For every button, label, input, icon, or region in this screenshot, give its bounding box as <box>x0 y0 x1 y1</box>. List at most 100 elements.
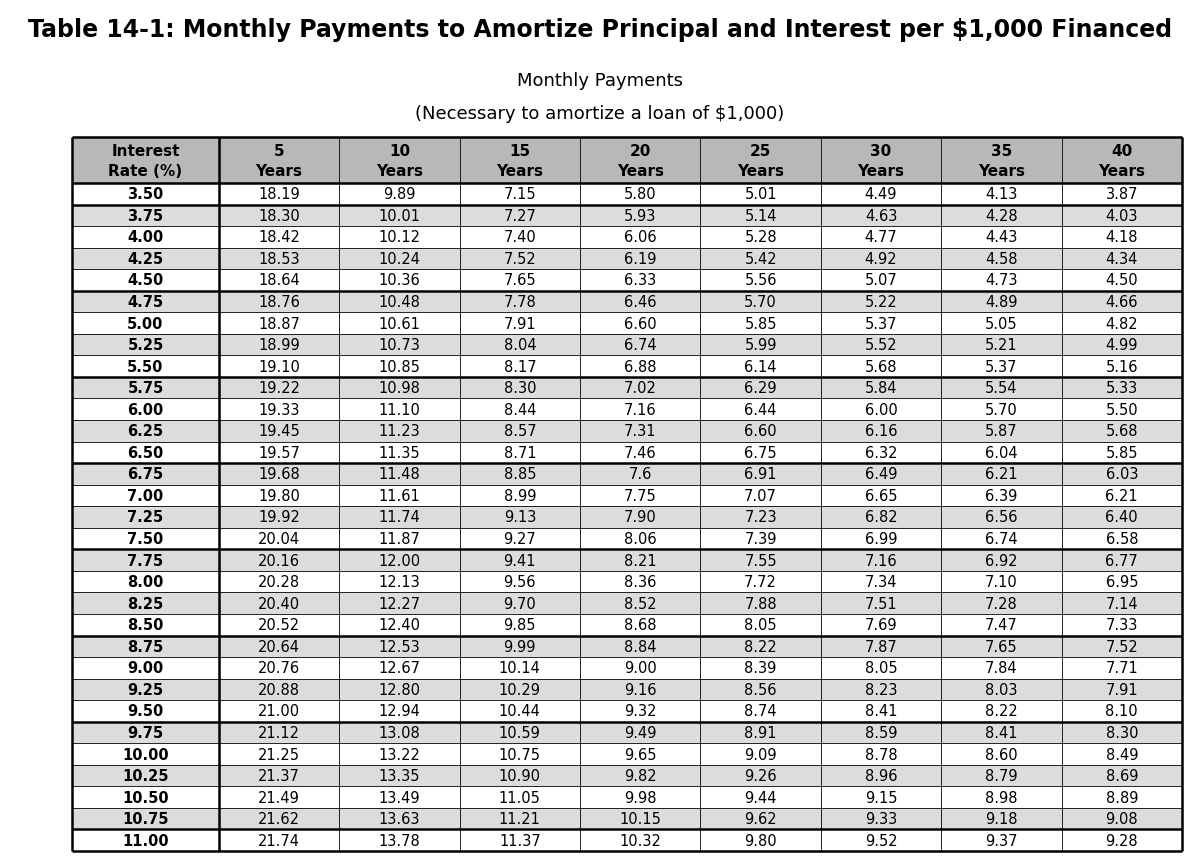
Text: 18.19: 18.19 <box>258 187 300 202</box>
Bar <box>460 183 580 205</box>
Text: 8.59: 8.59 <box>865 725 898 740</box>
Bar <box>340 248 460 269</box>
Text: 9.85: 9.85 <box>504 617 536 633</box>
Text: 9.41: 9.41 <box>504 553 536 568</box>
Text: 6.04: 6.04 <box>985 445 1018 461</box>
Bar <box>218 420 340 442</box>
Bar <box>701 549 821 571</box>
Text: 3.50: 3.50 <box>127 187 163 202</box>
Bar <box>218 334 340 356</box>
Text: 8.00: 8.00 <box>127 574 163 590</box>
Text: 19.92: 19.92 <box>258 510 300 525</box>
Bar <box>340 743 460 765</box>
Text: 10.01: 10.01 <box>378 208 420 224</box>
Bar <box>460 506 580 528</box>
Text: 19.10: 19.10 <box>258 359 300 375</box>
Text: 5.50: 5.50 <box>127 359 163 375</box>
Text: 7.31: 7.31 <box>624 424 656 439</box>
Text: 5.99: 5.99 <box>744 338 776 353</box>
Bar <box>72 420 218 442</box>
Bar <box>941 657 1062 678</box>
Bar <box>460 657 580 678</box>
Text: 13.78: 13.78 <box>378 833 420 848</box>
Bar <box>340 571 460 592</box>
Text: 4.63: 4.63 <box>865 208 898 224</box>
Bar <box>218 614 340 635</box>
Text: (Necessary to amortize a loan of $1,000): (Necessary to amortize a loan of $1,000) <box>415 105 785 123</box>
Text: 9.50: 9.50 <box>127 703 163 719</box>
Text: 11.05: 11.05 <box>499 790 541 805</box>
Text: 9.00: 9.00 <box>624 660 656 676</box>
Bar <box>701 269 821 291</box>
Text: 5.85: 5.85 <box>744 316 776 331</box>
Text: 10.29: 10.29 <box>499 682 541 697</box>
Text: 10.14: 10.14 <box>499 660 541 676</box>
Text: 7.10: 7.10 <box>985 574 1018 590</box>
Bar <box>580 313 701 334</box>
Bar <box>218 269 340 291</box>
Bar <box>821 183 941 205</box>
Bar <box>218 463 340 485</box>
Text: 8.06: 8.06 <box>624 531 656 547</box>
Text: 11.10: 11.10 <box>378 402 420 418</box>
Text: 5.70: 5.70 <box>744 294 778 310</box>
Text: 18.42: 18.42 <box>258 230 300 245</box>
Bar <box>701 138 821 183</box>
Text: 12.13: 12.13 <box>378 574 420 590</box>
Bar <box>580 442 701 463</box>
Text: 21.62: 21.62 <box>258 811 300 827</box>
Text: 8.10: 8.10 <box>1105 703 1138 719</box>
Bar <box>580 463 701 485</box>
Bar <box>821 829 941 851</box>
Bar <box>218 765 340 786</box>
Bar <box>460 678 580 700</box>
Bar <box>72 678 218 700</box>
Bar <box>72 463 218 485</box>
Bar <box>580 786 701 808</box>
Bar <box>1062 528 1182 549</box>
Bar <box>72 506 218 528</box>
Text: 9.82: 9.82 <box>624 768 656 784</box>
Text: 6.32: 6.32 <box>865 445 898 461</box>
Bar <box>821 786 941 808</box>
Bar <box>821 248 941 269</box>
Bar <box>821 571 941 592</box>
Bar <box>460 571 580 592</box>
Text: 4.34: 4.34 <box>1105 251 1138 267</box>
Bar <box>218 722 340 743</box>
Text: 7.75: 7.75 <box>624 488 656 504</box>
Text: 7.14: 7.14 <box>1105 596 1138 611</box>
Text: 10.12: 10.12 <box>378 230 420 245</box>
Text: 7.51: 7.51 <box>865 596 898 611</box>
Text: 8.96: 8.96 <box>865 768 898 784</box>
Bar <box>701 635 821 657</box>
Text: 40: 40 <box>1111 144 1133 159</box>
Bar <box>580 549 701 571</box>
Bar <box>580 743 701 765</box>
Text: 9.98: 9.98 <box>624 790 656 805</box>
Text: 8.22: 8.22 <box>744 639 778 654</box>
Text: 5.42: 5.42 <box>744 251 776 267</box>
Text: 5.87: 5.87 <box>985 424 1018 439</box>
Text: Years: Years <box>617 164 664 178</box>
Bar <box>460 205 580 226</box>
Bar <box>941 420 1062 442</box>
Bar <box>72 549 218 571</box>
Text: 6.82: 6.82 <box>865 510 898 525</box>
Bar <box>821 291 941 313</box>
Bar <box>460 291 580 313</box>
Text: 4.49: 4.49 <box>865 187 898 202</box>
Text: 3.75: 3.75 <box>127 208 163 224</box>
Bar <box>1062 313 1182 334</box>
Bar <box>218 442 340 463</box>
Bar <box>460 269 580 291</box>
Bar <box>340 528 460 549</box>
Text: 5.16: 5.16 <box>1105 359 1138 375</box>
Bar <box>218 786 340 808</box>
Text: 7.91: 7.91 <box>504 316 536 331</box>
Text: 5.70: 5.70 <box>985 402 1018 418</box>
Text: 21.00: 21.00 <box>258 703 300 719</box>
Bar <box>941 765 1062 786</box>
Text: 10.73: 10.73 <box>378 338 420 353</box>
Text: 10.36: 10.36 <box>378 273 420 288</box>
